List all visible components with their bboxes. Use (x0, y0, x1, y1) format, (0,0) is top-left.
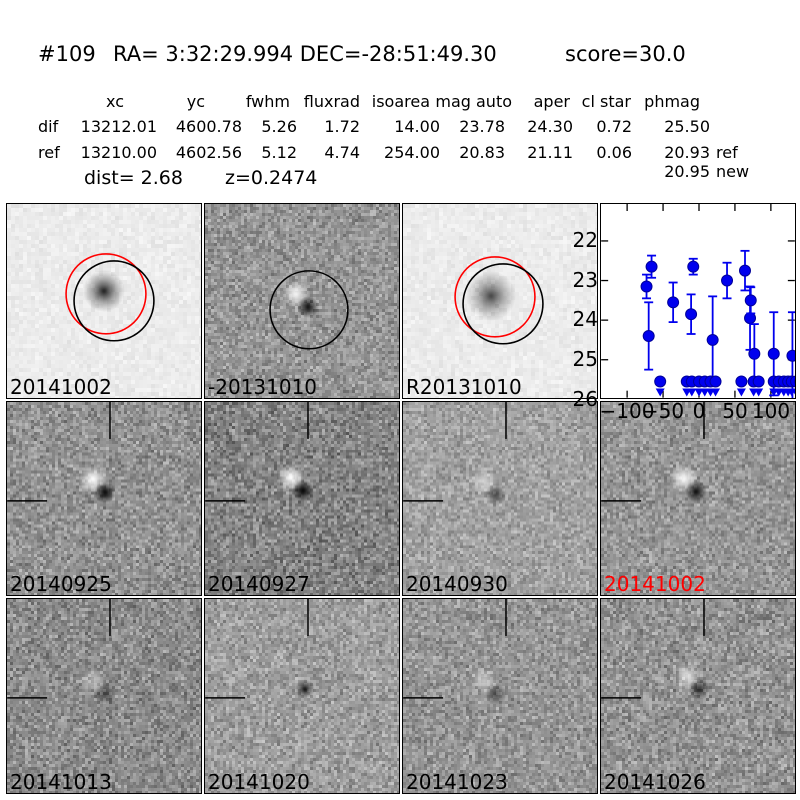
stamp-overlay (7, 401, 111, 502)
stamp-image (7, 204, 201, 398)
stamp-cell: 20141002 (600, 400, 796, 597)
table-cell: 23.78 (459, 117, 505, 136)
candidate-score: score=30.0 (565, 42, 686, 66)
dist-value: dist= 2.68 (84, 167, 183, 189)
stamp-image (205, 401, 399, 596)
table-cell: 5.26 (261, 117, 297, 136)
stamp-image (601, 401, 795, 596)
x-axis-tick-label: −50 (641, 399, 685, 423)
stamp-date-label: 20141026 (604, 770, 706, 794)
table-cell: 21.11 (527, 143, 573, 162)
candidate-coordinates: RA= 3:32:29.994 DEC=-28:51:49.30 (113, 42, 497, 66)
stamp-overlay (454, 256, 544, 345)
y-axis-tick-label: 24 (572, 307, 598, 332)
stamp-image (403, 599, 597, 793)
x-axis-tick-label: 0 (692, 399, 706, 423)
stamp-overlay (205, 599, 309, 699)
stamp-overlay (65, 253, 155, 342)
stamp-date-label: 20141020 (208, 770, 310, 794)
stamp-date-label: 20141002 (604, 572, 706, 597)
column-header: cl star (581, 92, 631, 111)
stamp-image (7, 401, 201, 596)
table-cell: 20.95 (664, 162, 710, 181)
stamp-overlay (7, 599, 111, 699)
stamp-overlay (269, 270, 349, 350)
stamp-overlay (403, 401, 507, 502)
stamp-cell: 20141002 (6, 203, 202, 399)
table-cell: 1.72 (324, 117, 360, 136)
table-cell: 4.74 (324, 143, 360, 162)
column-header: yc (186, 92, 205, 111)
row-label: dif (38, 117, 59, 136)
stamp-date-label: 20140927 (208, 572, 310, 597)
row-note: new (716, 162, 750, 181)
stamp-date-label: 20141013 (10, 770, 112, 794)
stamp-cell: 20141020 (204, 598, 400, 794)
stamp-image (403, 204, 597, 398)
row-note: ref (716, 143, 738, 162)
stamp-overlay (205, 401, 309, 502)
stamp-image (403, 401, 597, 596)
stamp-image (205, 204, 399, 398)
stamp-overlay (601, 401, 705, 502)
x-axis-tick-label: −100 (599, 399, 655, 423)
table-cell: 0.06 (596, 143, 632, 162)
column-header: fluxrad (303, 92, 360, 111)
table-cell: 13212.01 (80, 117, 157, 136)
y-axis-tick-label: 22 (572, 228, 598, 252)
table-cell: 24.30 (527, 117, 573, 136)
table-cell: 20.83 (459, 143, 505, 162)
x-axis-tick-label: 50 (722, 399, 748, 423)
table-cell: 254.00 (384, 143, 440, 162)
stamp-cell: -20131010 (204, 203, 400, 399)
table-cell: 4600.78 (175, 117, 242, 136)
candidate-id: #109 (38, 42, 96, 66)
table-cell: 4602.56 (175, 143, 242, 162)
stamp-cell: R20131010 (402, 203, 598, 399)
stamp-date-label: -20131010 (208, 374, 318, 399)
table-cell: 5.12 (261, 143, 297, 162)
column-header: fwhm (245, 92, 290, 111)
stamp-date-label: R20131010 (406, 374, 522, 399)
title-line: #109 RA= 3:32:29.994 DEC=-28:51:49.30 sc… (0, 42, 800, 68)
stamp-image (601, 599, 795, 793)
stamp-cell: 20141026 (600, 598, 796, 794)
light-curve-cell: 22 23 24 25 26 −100 −50 0 50 100 (573, 203, 796, 421)
table-cell: 0.72 (596, 117, 632, 136)
y-axis-tick-label: 25 (572, 347, 598, 371)
stamp-cell: 20140930 (402, 400, 598, 597)
stamp-grid: 20141002 -20131010 R20131010 22 23 24 25 26 −100… (6, 203, 796, 794)
stamp-date-label: 20141002 (10, 374, 112, 399)
stamp-image (205, 599, 399, 793)
stamp-cell: 20141013 (6, 598, 202, 794)
column-header: aper (533, 92, 570, 111)
redshift-value: z=0.2474 (225, 167, 318, 189)
stamp-cell: 20141023 (402, 598, 598, 794)
stamp-cell: 20140927 (204, 400, 400, 597)
stamp-overlay (403, 599, 507, 699)
column-header: mag auto (435, 92, 512, 111)
y-axis-tick-label: 26 (572, 386, 598, 411)
stamp-date-label: 20141023 (406, 770, 508, 794)
column-header: phmag (644, 92, 700, 111)
light-curve-plot (601, 204, 795, 398)
stamp-date-label: 20140925 (10, 572, 112, 597)
row-label: ref (38, 143, 60, 162)
stamp-overlay (601, 599, 705, 699)
table-cell: 20.93 (664, 143, 710, 162)
stamp-image (7, 599, 201, 793)
table-cell: 25.50 (664, 117, 710, 136)
stamp-date-label: 20140930 (406, 572, 508, 597)
x-axis-tick-label: 100 (751, 399, 791, 423)
table-cell: 14.00 (394, 117, 440, 136)
stamp-cell: 20140925 (6, 400, 202, 597)
column-header: xc (106, 92, 124, 111)
column-header: isoarea (371, 92, 430, 111)
y-axis-tick-label: 23 (572, 267, 598, 292)
table-cell: 13210.00 (80, 143, 157, 162)
